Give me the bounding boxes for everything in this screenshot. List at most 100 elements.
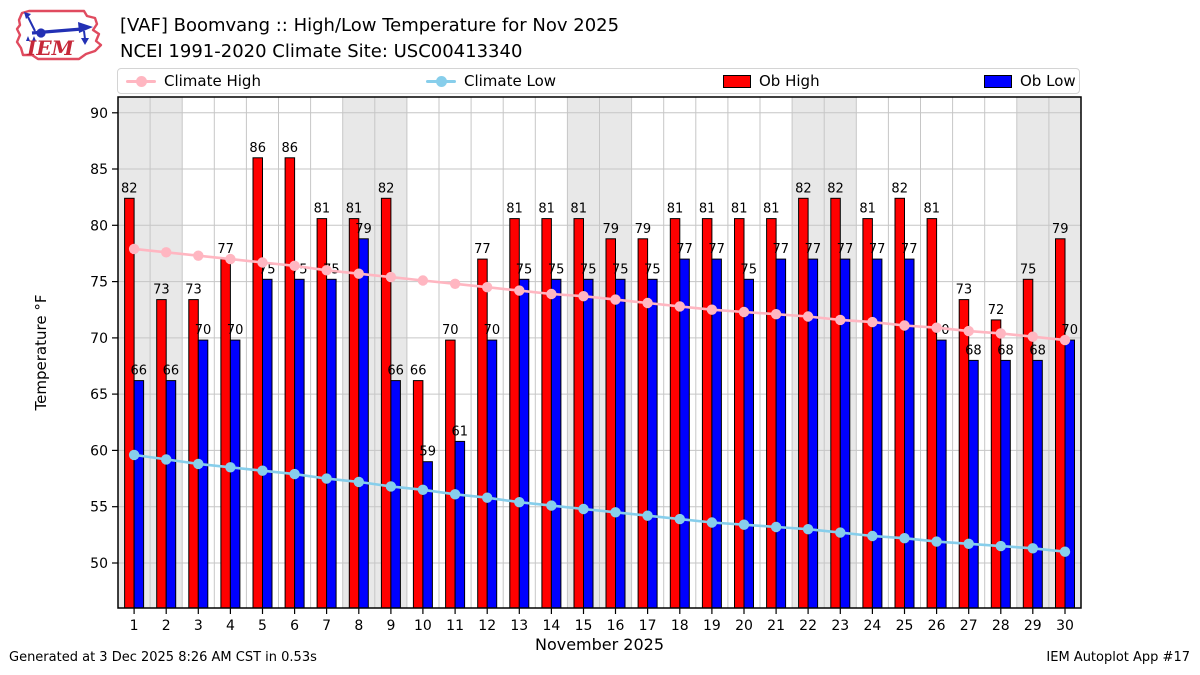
x-tick-label: 9 xyxy=(386,618,395,634)
climate-low-marker xyxy=(546,500,557,511)
ob-high-rect-swatch xyxy=(723,74,751,88)
ob-low-bar xyxy=(133,380,145,609)
climate-low-marker xyxy=(128,449,140,461)
climate-low-marker xyxy=(963,538,974,549)
climate-high-marker xyxy=(706,304,718,315)
y-tick-label: 60 xyxy=(90,443,108,459)
ob-low-bar xyxy=(165,380,177,609)
climate-low-marker xyxy=(931,536,942,547)
climate-low-marker xyxy=(706,517,718,528)
climate-high-marker xyxy=(417,275,429,286)
ob-high-label: 81 xyxy=(506,202,523,217)
x-tick-label: 27 xyxy=(960,618,978,634)
climate-high-marker xyxy=(482,282,493,293)
ob-low-bar xyxy=(1032,359,1043,609)
ob-high-bar xyxy=(766,218,777,609)
ob-high-label: 75 xyxy=(1020,262,1037,277)
climate-high-marker xyxy=(161,247,172,258)
ob-low-label: 75 xyxy=(580,262,597,277)
ob-low-bar xyxy=(679,258,690,609)
y-tick-label: 75 xyxy=(90,275,108,291)
ob-high-bar xyxy=(798,197,809,609)
ob-high-bar xyxy=(445,339,456,609)
ob-high-label: 79 xyxy=(635,222,652,237)
ob-high-label: 82 xyxy=(795,181,812,196)
climate-high-marker xyxy=(867,316,878,328)
legend-item-ob-high: Ob High xyxy=(723,69,820,93)
ob-low-bar xyxy=(197,339,209,609)
ob-high-bar xyxy=(220,258,231,609)
ob-high-label: 66 xyxy=(410,364,427,379)
y-tick-label: 80 xyxy=(90,218,108,234)
climate-high-marker xyxy=(1027,331,1039,342)
y-axis-title: Temperature °F xyxy=(32,295,50,412)
logo-text: IEM xyxy=(26,36,75,60)
climate-low-marker xyxy=(385,481,397,492)
climate-low-marker xyxy=(867,530,878,542)
ob-low-bar xyxy=(871,258,883,609)
ob-low-bar xyxy=(1064,339,1075,609)
x-tick-label: 7 xyxy=(322,618,331,634)
legend-item-climate-low: Climate Low xyxy=(426,69,556,93)
climate-high-marker xyxy=(385,271,397,283)
ob-high-label: 70 xyxy=(442,323,459,338)
ob-low-rect-swatch xyxy=(984,74,1012,88)
ob-high-bar xyxy=(990,319,1002,609)
ob-low-label: 70 xyxy=(227,323,244,338)
ob-high-label: 86 xyxy=(282,141,299,156)
ob-high-bar xyxy=(284,157,296,609)
ob-high-label: 79 xyxy=(603,222,620,237)
ob-low-bar xyxy=(839,258,851,609)
ob-low-label: 61 xyxy=(452,424,469,439)
ob-low-label: 70 xyxy=(1061,323,1078,338)
climate-low-marker xyxy=(257,465,268,476)
y-tick-label: 65 xyxy=(90,387,108,403)
ob-low-label: 77 xyxy=(676,242,693,257)
climate-high-marker xyxy=(353,268,364,279)
ob-high-bar xyxy=(894,197,905,609)
x-tick-label: 1 xyxy=(130,618,139,634)
ob-high-label: 73 xyxy=(153,283,170,298)
ob-high-bar xyxy=(1022,278,1034,609)
climate-high-marker xyxy=(449,278,461,289)
generated-timestamp: Generated at 3 Dec 2025 8:26 AM CST in 0… xyxy=(9,650,317,665)
ob-high-label: 77 xyxy=(474,242,491,257)
ob-high-label: 82 xyxy=(378,181,395,196)
x-tick-label: 5 xyxy=(258,618,267,634)
ob-high-label: 81 xyxy=(538,202,555,217)
ob-low-label: 75 xyxy=(740,262,757,277)
climate-high-marker xyxy=(995,328,1006,339)
x-tick-label: 2 xyxy=(162,618,171,634)
climate-high-line-swatch xyxy=(126,74,156,88)
weather-vane-icon xyxy=(24,12,93,45)
app-credit: IEM Autoplot App #17 xyxy=(1046,650,1190,665)
x-tick-label: 24 xyxy=(863,618,881,634)
ob-low-bar xyxy=(743,278,754,609)
ob-low-label: 66 xyxy=(387,364,404,379)
ob-high-bar xyxy=(605,238,616,609)
y-tick-label: 70 xyxy=(90,331,108,347)
x-tick-label: 17 xyxy=(639,618,657,634)
climate-high-marker xyxy=(225,253,236,265)
x-tick-label: 3 xyxy=(194,618,203,634)
climate-high-marker xyxy=(674,301,685,312)
ob-low-label: 66 xyxy=(163,364,180,379)
ob-high-label: 81 xyxy=(731,202,748,217)
ob-low-bar xyxy=(294,278,305,609)
climate-high-marker xyxy=(321,265,332,276)
ob-low-label: 77 xyxy=(869,242,886,257)
ob-low-bar xyxy=(486,339,498,609)
ob-high-label: 81 xyxy=(346,202,363,217)
climate-low-marker xyxy=(321,473,332,484)
ob-low-bar xyxy=(904,258,915,609)
ob-high-label: 77 xyxy=(217,242,234,257)
ob-high-label: 81 xyxy=(314,202,331,217)
ob-low-label: 75 xyxy=(516,262,533,277)
y-tick-label: 90 xyxy=(90,106,108,122)
legend: Climate High Climate Low Ob High Ob Low xyxy=(117,68,1080,94)
ob-high-label: 86 xyxy=(249,141,266,156)
climate-high-line xyxy=(133,247,1066,342)
ob-low-label: 68 xyxy=(965,343,982,358)
ob-low-label: 66 xyxy=(131,364,148,379)
ob-low-bar xyxy=(326,278,337,609)
